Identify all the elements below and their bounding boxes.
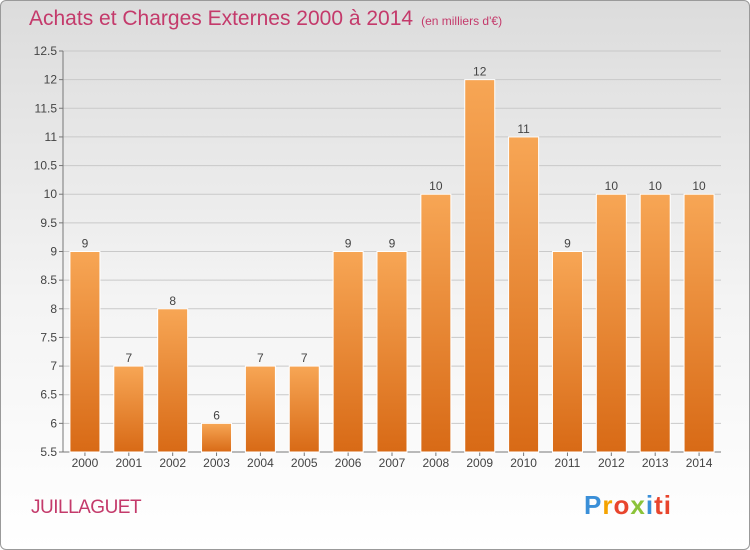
y-tick-label: 9: [50, 245, 57, 259]
chart-subtitle: (en milliers d'€): [421, 14, 503, 28]
x-tick-label-2001: 2001: [115, 456, 142, 470]
y-tick-label: 5.5: [40, 445, 57, 459]
y-tick-label: 8: [50, 302, 57, 316]
y-tick-label: 7.5: [40, 330, 57, 344]
bar-2006: [332, 251, 364, 453]
x-tick-label-2010: 2010: [510, 456, 537, 470]
data-label-2003: 6: [213, 408, 220, 422]
bars: [69, 79, 715, 453]
bar-2005: [288, 365, 320, 453]
data-label-2011: 9: [564, 237, 571, 251]
y-tick-label: 12: [44, 73, 58, 87]
y-tick-label: 10.5: [34, 159, 58, 173]
data-label-2013: 10: [649, 179, 663, 193]
x-tick-label-2000: 2000: [72, 456, 99, 470]
bar-2004: [244, 365, 276, 453]
bar-2008: [420, 193, 452, 453]
logo-letter: P: [584, 490, 603, 520]
place-name: JUILLAGUET: [31, 497, 142, 518]
x-tick-label-2012: 2012: [598, 456, 625, 470]
y-tick-label: 12.5: [34, 44, 58, 58]
x-tick-label-2005: 2005: [291, 456, 318, 470]
data-label-2005: 7: [301, 351, 308, 365]
data-label-2001: 7: [125, 351, 132, 365]
bar-2009: [464, 79, 496, 453]
title-text: Achats et Charges Externes 2000 à 2014: [29, 7, 414, 30]
y-tick-label: 7: [50, 359, 57, 373]
x-tick-label-2004: 2004: [247, 456, 274, 470]
bar-2001: [113, 365, 145, 453]
y-tick-label: 11.5: [35, 101, 58, 115]
x-tick-label-2009: 2009: [466, 456, 493, 470]
x-tick-label-2002: 2002: [159, 456, 186, 470]
data-label-2012: 10: [605, 179, 619, 193]
logo-letter: r: [602, 490, 614, 520]
bar-2007: [376, 251, 408, 453]
y-tick-label: 11: [45, 130, 58, 144]
data-label-2002: 8: [169, 294, 176, 308]
x-tick-label-2008: 2008: [423, 456, 450, 470]
data-label-2010: 11: [517, 122, 530, 136]
logo-letter: ti: [654, 490, 672, 520]
data-label-2000: 9: [82, 237, 89, 251]
logo-letter: i: [645, 490, 655, 520]
x-tick-label-2013: 2013: [642, 456, 669, 470]
bar-2012: [595, 193, 627, 453]
data-label-2006: 9: [345, 237, 352, 251]
logo-letter: o: [613, 490, 631, 520]
x-tick-label-2014: 2014: [686, 456, 713, 470]
x-tick-label-2011: 2011: [555, 456, 581, 470]
proxiti-logo: Proxiti: [584, 490, 672, 521]
y-tick-label: 10: [44, 187, 58, 201]
logo-letter: x: [630, 490, 646, 520]
x-tick-label-2003: 2003: [203, 456, 230, 470]
bar-2013: [639, 193, 671, 453]
data-label-2007: 9: [389, 237, 396, 251]
data-label-2004: 7: [257, 351, 264, 365]
bar-2003: [201, 422, 233, 453]
bar-2002: [157, 308, 189, 453]
data-label-2008: 10: [429, 179, 443, 193]
bar-2010: [508, 136, 540, 453]
bar-2000: [69, 251, 101, 453]
chart-title: Achats et Charges Externes 2000 à 2014 (e…: [29, 7, 502, 31]
x-tick-label-2007: 2007: [379, 456, 406, 470]
labels: 5.5 6 6.5 7 7.5 8 8.5 9 9.5 10 10.5 11 11.5 12 12.5 9 20…: [34, 44, 713, 470]
y-tick-label: 6.5: [40, 388, 57, 402]
x-tick-label-2006: 2006: [335, 456, 362, 470]
y-tick-label: 8.5: [40, 273, 57, 287]
bar-2011: [551, 251, 583, 453]
y-tick-label: 9.5: [40, 216, 57, 230]
data-label-2009: 12: [473, 65, 487, 79]
data-label-2014: 10: [692, 179, 706, 193]
y-tick-label: 6: [50, 416, 57, 430]
bar-2014: [683, 193, 715, 453]
